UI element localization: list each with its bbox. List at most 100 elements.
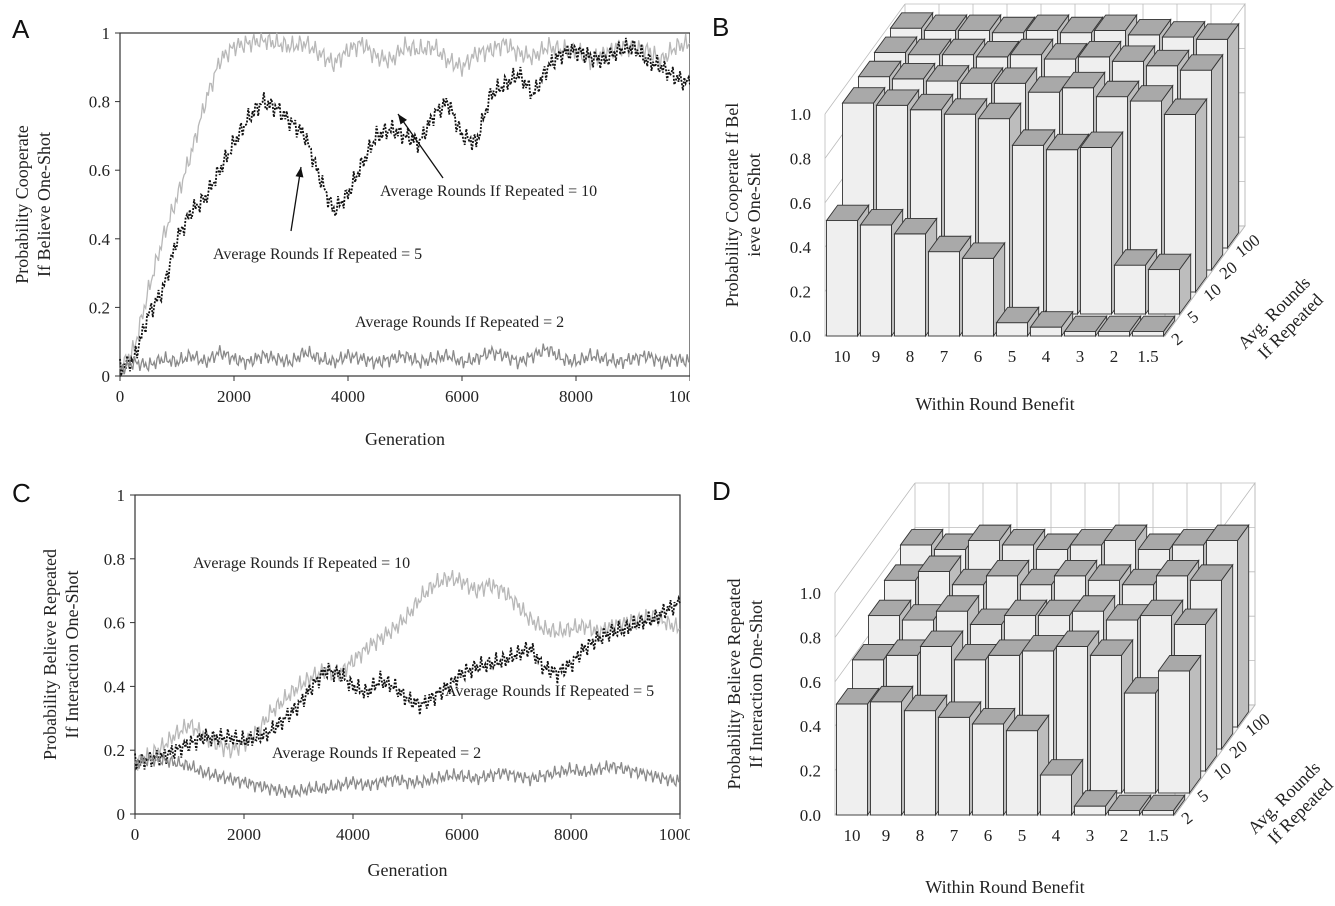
panel-c: C 0 0.2 0.4 0.6 0.8 1 0 2000 4000 6000 8000 10000 Gen… [0,460,701,901]
bar-front [962,257,994,337]
bar [1063,314,1108,338]
bar-top [1089,639,1134,656]
x-tick-label: 10000 [669,387,690,406]
series-line [134,594,681,771]
series-line [119,343,691,375]
y-tick-label: 0 [102,367,111,386]
x-tick-label: 2 [1110,347,1119,366]
bar-top [1189,564,1234,581]
x-tick-label: 2000 [227,825,261,844]
y-axis-label: Probability Cooperate [12,125,32,283]
line-chart-c: C 0 0.2 0.4 0.6 0.8 1 0 2000 4000 6000 8000 10000 Gen… [12,478,701,880]
x-tick-label: 6 [984,826,993,845]
bar-top [1039,759,1084,776]
bar-top [1195,23,1240,40]
bar-top [1087,564,1132,581]
x-tick-label: 4000 [336,825,370,844]
series-line [134,753,681,798]
bar-top [1131,315,1176,333]
bar-top [919,630,964,647]
bar-top [1141,794,1186,812]
bar [1079,130,1124,316]
bar-top [1063,315,1108,333]
bar [1157,654,1202,795]
bar [1141,793,1186,817]
bar-top [1163,98,1208,115]
bar-top [875,89,920,106]
bar-front [938,716,970,816]
x-tick-label: 2000 [217,387,251,406]
bar-top [995,306,1040,324]
bar-top [1147,253,1192,271]
y-tick-label: 1 [117,486,126,505]
bar-top [1005,714,1050,732]
bar-front [1030,326,1062,337]
bar-top [1161,21,1206,38]
bar-top [1053,559,1098,577]
bar-side [1221,563,1234,751]
x-tick-label: 3 [1076,347,1085,366]
y-tick-label: 0.4 [790,238,812,257]
x-tick-label: 6 [974,347,983,366]
y-tick-label: 0.8 [800,628,821,647]
x-tick-label: 9 [872,347,881,366]
y-axis-label: Probability Believe Repeated [40,549,60,760]
bar-top [857,60,902,78]
bar-front [870,701,902,816]
annotation-arrow [290,166,302,232]
panel-d: D 0.0 0.2 0.4 0.6 0.8 1.0 10 9 8 7 6 5 4 3 2 1.5 2 5 10 20 10… [700,460,1335,901]
bar-top [977,102,1022,120]
bar-top [1095,80,1140,98]
bar-top [835,688,880,705]
x-tick-label: 7 [950,826,959,845]
line-chart-a: A 0 0.2 0.4 0.6 0.8 1 0 2000 4000 6000 8000 10000 Gen… [12,14,711,449]
bar-top [937,701,982,718]
bar-top [1079,131,1124,148]
bar-front [1046,149,1078,315]
bar-side [1189,654,1202,795]
bar-front [1158,670,1190,794]
bar-top [1155,559,1200,577]
bar-top [1045,133,1090,151]
bar-front [1098,331,1130,337]
z-tick-label: 5 [1194,786,1212,806]
bar-top [1097,315,1142,333]
bar-top [889,12,934,29]
bar3d-chart-b: B0.00.20.40.60.81.010 9 8 7 6 5 4 3 2 1.525102010… [712,2,1327,414]
x-tick-label: 0 [116,387,125,406]
y-tick-label: 0.4 [89,230,111,249]
bar-top [959,67,1004,84]
bar-front [1040,774,1072,816]
x-tick-label: 1.5 [1137,347,1158,366]
series-line [119,37,691,377]
x-tick-label: 10 [834,347,851,366]
annotation: Average Rounds If Repeated = 2 [355,314,564,331]
bar-top [957,14,1002,31]
bar-top [899,529,944,546]
bar-side [1195,97,1208,294]
bar-top [1011,129,1056,146]
bar-front [836,703,868,816]
x-tick-label: 8 [906,347,915,366]
x-tick-label: 4 [1052,826,1061,845]
bar-top [1093,14,1138,31]
arrow-head [398,114,408,125]
x-axis-label: Within Round Benefit [925,877,1084,897]
bar-top [1113,249,1158,266]
y-tick-label: 0.8 [104,550,125,569]
bar-top [967,524,1012,541]
bar-top [869,685,914,703]
bar-top [1107,794,1152,812]
bar-top [1157,655,1202,672]
x-tick-label: 10 [844,826,861,845]
x-tick-label: 6000 [445,825,479,844]
series-line [119,32,691,375]
x-axis-label: Generation [368,860,448,880]
y-tick-label: 1.0 [800,584,821,603]
bar-top [1103,524,1148,541]
bar-top [917,555,962,572]
bar-top [1043,43,1088,60]
bar-top [1055,630,1100,647]
bar-top [1179,54,1224,71]
bar-front [1142,810,1174,816]
